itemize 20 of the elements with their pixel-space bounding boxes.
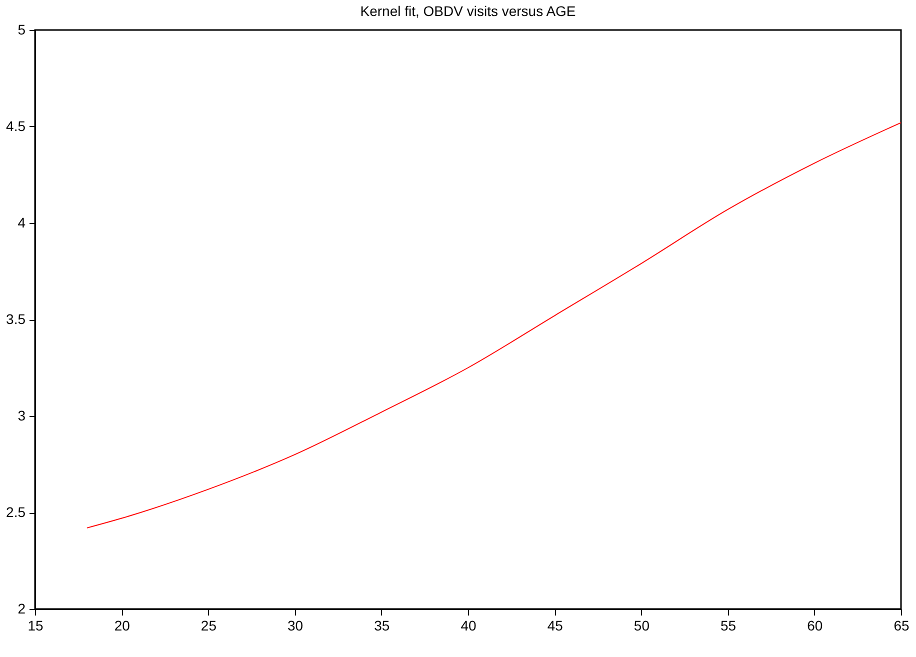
- x-tick-label: 50: [634, 618, 650, 634]
- y-tick-label: 5: [18, 22, 26, 38]
- y-tick-label: 3: [18, 408, 26, 424]
- x-tick-label: 25: [200, 618, 217, 634]
- y-tick-label: 4.5: [6, 118, 26, 134]
- y-tick-label: 2.5: [6, 504, 26, 520]
- line-series: [86, 122, 902, 528]
- x-tick-label: 20: [114, 618, 130, 634]
- x-tick-label: 45: [547, 618, 564, 634]
- x-tick-label: 15: [28, 618, 44, 634]
- x-tick-label: 60: [807, 618, 823, 634]
- y-tick-label: 2: [18, 600, 26, 616]
- x-tick-label: 40: [460, 618, 476, 634]
- y-tick-label: 4: [18, 214, 26, 230]
- chart-title: Kernel fit, OBDV visits versus AGE: [360, 3, 576, 19]
- x-tick-label: 65: [894, 618, 910, 634]
- x-tick-label: 55: [720, 618, 736, 634]
- x-tick-label: 35: [374, 618, 390, 634]
- x-tick-label: 30: [288, 618, 304, 634]
- y-tick-label: 3.5: [6, 311, 26, 327]
